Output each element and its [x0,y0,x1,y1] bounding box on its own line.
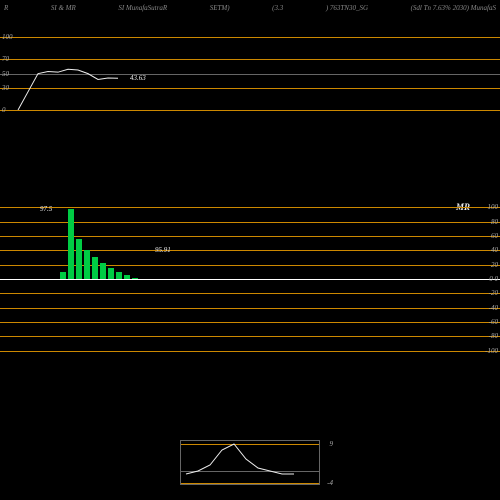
y-axis-label: -4 [327,479,333,487]
value-callout: 97.5 [40,205,52,213]
header-item: SI & MR [51,4,76,12]
bar [76,239,82,278]
header-item: (Sdl Tn 7.63% 2030) MunafaS [411,4,496,12]
header-item: (3.3 [272,4,283,12]
y-axis-label: 80 [491,218,498,226]
y-axis-label: 40 [491,246,498,254]
grid-line [0,322,500,323]
rsi-panel: 100705030043.63 [0,30,500,110]
bar [108,268,114,279]
bar [124,275,130,279]
bar [100,263,106,279]
bar [92,257,98,279]
bar [60,272,66,279]
baseline [0,279,500,280]
mini-panel: 9-4 [180,440,320,485]
rsi-line [18,69,118,110]
y-axis-label: -80 [489,332,498,340]
grid-line [0,110,500,111]
grid-line [0,336,500,337]
header-item: SI MunafaSutraR [118,4,167,12]
y-axis-label: 60 [491,232,498,240]
mr-panel: MR100806040200 0-20-40-60-80-10097.595.9… [0,200,500,365]
header-item: R [4,4,8,12]
grid-line [0,351,500,352]
y-axis-label: -60 [489,318,498,326]
y-axis-label: 100 [488,203,499,211]
bars-group [60,209,138,279]
y-axis-label: -100 [485,347,498,355]
bar [132,278,138,279]
value-callout: 43.63 [130,74,146,82]
bar [116,272,122,279]
y-axis-label: -40 [489,304,498,312]
y-axis-label: 9 [330,440,334,448]
header-row: R SI & MR SI MunafaSutraR SETM) (3.3 ) 763TN3… [0,4,500,12]
value-callout: 95.91 [155,246,171,254]
y-axis-label: -20 [489,289,498,297]
header-item: ) 763TN30_SG [326,4,368,12]
grid-line [0,293,500,294]
bar [68,209,74,279]
mini-line [186,444,294,474]
y-axis-label: 0 0 [489,275,498,283]
header-item: SETM) [210,4,230,12]
y-axis-label: 20 [491,261,498,269]
grid-line [0,308,500,309]
bar [84,250,90,279]
